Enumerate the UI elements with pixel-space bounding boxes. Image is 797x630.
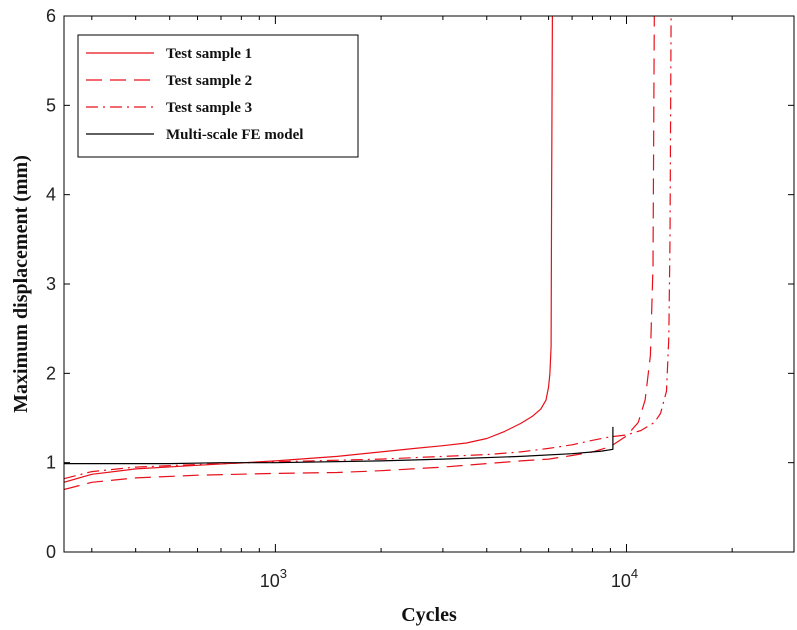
series-line-3 xyxy=(64,16,672,480)
x-axis-title: Cycles xyxy=(401,604,457,626)
y-tick-label: 4 xyxy=(46,185,56,205)
x-tick-label: 104 xyxy=(611,566,638,591)
series-line-1 xyxy=(64,16,554,483)
x-tick-label: 103 xyxy=(260,566,287,591)
y-tick-label: 1 xyxy=(46,453,56,473)
legend-label-4: Multi-scale FE model xyxy=(166,127,303,143)
ticks-layer: 0 1 2 3 4 5 6 103 104 xyxy=(46,6,795,591)
y-axis-title: Maximum displacement (mm) xyxy=(10,155,32,413)
legend: Test sample 1 Test sample 2 Test sample 3 M… xyxy=(77,34,359,158)
legend-label-3: Test sample 3 xyxy=(166,100,252,116)
legend-box xyxy=(77,34,359,158)
y-tick-label: 6 xyxy=(46,6,56,26)
series-line-2 xyxy=(64,16,655,491)
y-tick-label: 0 xyxy=(46,542,56,562)
legend-label-1: Test sample 1 xyxy=(166,46,252,62)
y-tick-label: 5 xyxy=(46,95,56,115)
series-line-4 xyxy=(64,426,614,465)
legend-label-2: Test sample 2 xyxy=(166,73,252,89)
y-tick-label: 2 xyxy=(46,363,56,383)
series-layer xyxy=(64,16,672,491)
y-tick-label: 3 xyxy=(46,274,56,294)
